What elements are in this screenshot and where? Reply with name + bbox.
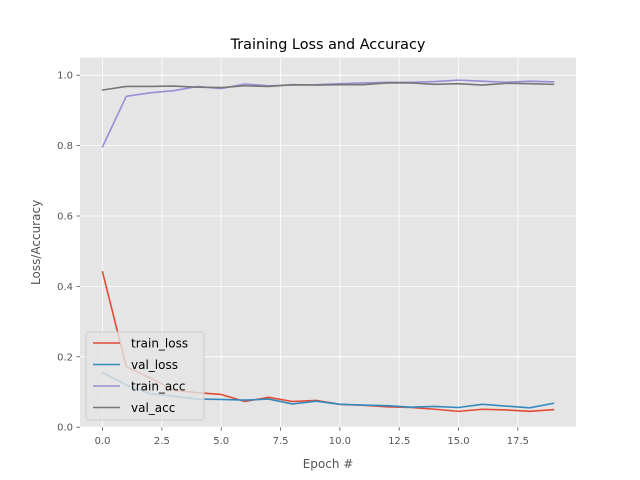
x-tick-label: 17.5 — [507, 436, 529, 447]
x-tick-label: 0.0 — [95, 436, 111, 447]
x-tick-label: 5.0 — [213, 436, 229, 447]
legend-label-val-loss: val_loss — [131, 358, 178, 372]
legend-label-val-acc: val_acc — [131, 401, 175, 415]
legend-label-train-acc: train_acc — [131, 380, 185, 394]
legend-label-train-loss: train_loss — [131, 337, 188, 351]
y-tick-label: 0.2 — [57, 352, 73, 363]
legend-box — [85, 331, 205, 421]
x-tick-label: 15.0 — [447, 436, 469, 447]
legend-entries: train_loss val_loss train_acc val_acc — [93, 337, 188, 415]
x-tick-label: 2.5 — [154, 436, 170, 447]
series-line-val-acc — [101, 82, 555, 91]
x-axis-ticks: 0.0 2.5 5.0 7.5 10.0 12.5 15.0 17.5 — [95, 427, 529, 447]
y-tick-label: 0.8 — [57, 141, 73, 152]
y-axis-ticks: 0.0 0.2 0.4 0.6 0.8 1.0 — [57, 71, 80, 434]
x-tick-label: 7.5 — [273, 436, 289, 447]
y-tick-label: 1.0 — [57, 71, 73, 82]
y-tick-label: 0.6 — [57, 212, 73, 223]
x-tick-label: 12.5 — [388, 436, 410, 447]
grid-lines — [80, 57, 576, 428]
x-axis-label: Epoch # — [303, 457, 354, 471]
legend: train_loss val_loss train_acc val_acc — [85, 331, 205, 421]
y-axis-label: Loss/Accuracy — [29, 200, 43, 285]
chart-title: Training Loss and Accuracy — [230, 37, 426, 53]
y-tick-label: 0.4 — [57, 282, 73, 293]
x-tick-label: 10.0 — [329, 436, 351, 447]
y-tick-label: 0.0 — [57, 423, 73, 434]
